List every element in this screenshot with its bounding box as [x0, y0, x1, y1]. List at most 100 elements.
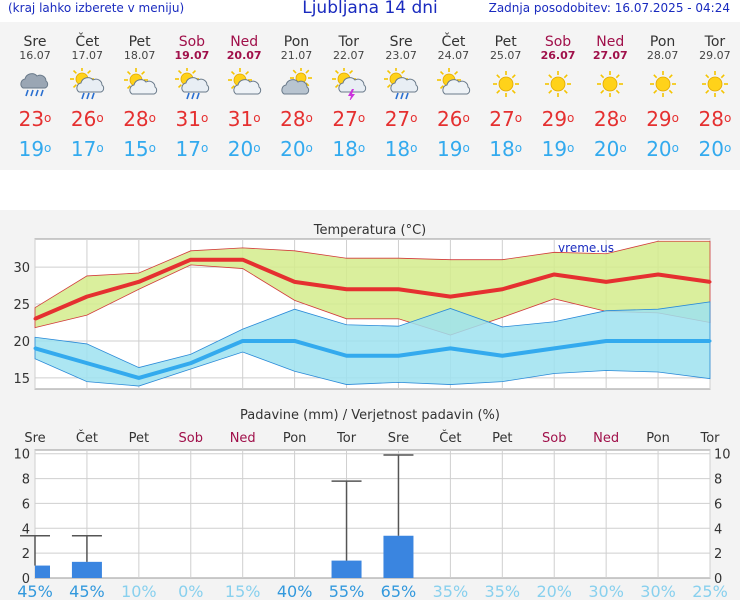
sun-icon: [649, 71, 676, 97]
precipitation-probability-label: 35%: [433, 582, 469, 600]
min-temperature-point: [604, 339, 608, 343]
x-tick-label: Čet: [439, 430, 461, 446]
degree-symbol: o: [357, 141, 366, 155]
min-temperature-point: [85, 361, 89, 365]
min-temperature-point: [137, 376, 141, 380]
x-tick-label: Sre: [24, 431, 45, 446]
day-date: 28.07: [646, 49, 679, 62]
x-tick-label: Pet: [129, 431, 149, 446]
max-temperature-value: 28: [123, 107, 149, 131]
min-temperature-line: [34, 338, 710, 380]
sun-cloud-storm-icon: [331, 68, 366, 100]
day-name: Pon: [283, 34, 310, 50]
day-date: 25.07: [489, 49, 522, 62]
min-temperature-point: [500, 354, 504, 358]
sun-icon: [597, 71, 624, 97]
max-temperature-value: 27: [332, 107, 358, 131]
degree-symbol: o: [148, 141, 156, 155]
watermark-label: vreme.us: [558, 241, 614, 255]
precipitation-probability-label: 15%: [225, 582, 261, 600]
day-column: Tor 29.07 28o 20o: [689, 22, 740, 160]
day-column: Tor 22.07 27o 18o: [323, 22, 375, 160]
day-column: Pon 21.07 28o 20o: [271, 22, 323, 160]
max-temperature-value: 23: [18, 107, 45, 131]
max-temperature-value: 31: [227, 107, 254, 131]
x-tick-label: Sob: [179, 431, 203, 446]
precipitation-bar: [71, 561, 102, 578]
day-date: 26.07: [540, 49, 576, 62]
degree-symbol: o: [567, 111, 575, 125]
y-tick-label-right: 0: [714, 572, 722, 587]
y-tick-label-left: 6: [22, 497, 30, 512]
day-date: 22.07: [333, 49, 365, 62]
precipitation-probability-label: 65%: [381, 582, 417, 600]
day-column: Pon 28.07 29o 20o: [637, 22, 689, 160]
x-tick-label: Ned: [230, 431, 256, 446]
max-temperature: 26o: [427, 108, 479, 130]
max-temperature-point: [552, 272, 556, 276]
degree-symbol: o: [723, 111, 732, 125]
max-temperature: 23o: [9, 108, 61, 130]
y-tick-label-right: 8: [714, 473, 722, 488]
precipitation-probability-label: 10%: [121, 582, 157, 600]
day-column: Pet 18.07 28o 15o: [114, 22, 166, 160]
min-temperature: 17o: [61, 138, 113, 160]
day-date: 24.07: [437, 49, 470, 62]
x-tick-label: Tor: [699, 431, 720, 446]
y-tick-label-left: 10: [13, 448, 30, 463]
min-temperature: 20o: [637, 138, 689, 160]
max-temperature: 31o: [166, 108, 218, 130]
y-tick-label: 30: [13, 261, 30, 276]
min-temperature-value: 20: [280, 137, 306, 161]
precipitation-plot-area: [34, 449, 711, 579]
degree-symbol: o: [462, 111, 470, 125]
max-temperature-line: [34, 257, 711, 321]
max-temperature-point: [604, 280, 608, 284]
max-temperature: 29o: [637, 108, 689, 130]
degree-symbol: o: [96, 141, 104, 155]
max-temperature-value: 29: [541, 107, 568, 131]
x-tick-label: Pon: [283, 431, 307, 446]
max-temperature-point: [708, 280, 712, 284]
y-tick-label-right: 4: [714, 522, 722, 537]
degree-symbol: o: [619, 111, 627, 125]
precipitation-chart-title: Padavine (mm) / Verjetnost padavin (%): [240, 408, 500, 423]
min-temperature-value: 20: [593, 137, 620, 161]
day-column: Čet 24.07 26o 19o: [427, 22, 479, 160]
degree-symbol: o: [619, 141, 627, 155]
x-tick-label: Pon: [646, 431, 670, 446]
precipitation-chart: Padavine (mm) / Verjetnost padavin (%) Sr…: [13, 408, 730, 601]
temperature-chart-title: Temperatura (°C): [313, 223, 426, 238]
y-tick-label-left: 4: [22, 522, 30, 537]
day-name: Pet: [494, 34, 517, 50]
temperature-chart: 15 20 25 30 Temperatura (°C) vreme.us: [13, 223, 712, 390]
day-date: 27.07: [592, 49, 628, 62]
min-temperature: 20o: [271, 138, 323, 160]
min-temperature: 19o: [532, 138, 584, 160]
precipitation-bar: [383, 535, 414, 578]
cloudy-sun-icon: [280, 68, 312, 95]
max-temperature: 28o: [114, 108, 166, 130]
x-tick-label: Pet: [492, 431, 512, 446]
precipitation-probability-label: 25%: [692, 582, 728, 600]
max-temperature: 28o: [271, 108, 323, 130]
min-temperature: 19o: [427, 138, 479, 160]
max-temperature: 27o: [375, 108, 427, 130]
sun-icon: [545, 71, 571, 97]
min-temperature-point: [708, 339, 712, 343]
max-temperature: 28o: [584, 108, 636, 130]
day-name: Ned: [230, 34, 259, 50]
max-temperature-value: 27: [489, 107, 515, 131]
degree-symbol: o: [305, 111, 313, 125]
x-tick-label: Sre: [388, 431, 409, 446]
min-temperature-value: 18: [384, 137, 411, 161]
degree-symbol: o: [200, 141, 209, 155]
precipitation-probability-label: 55%: [329, 582, 365, 600]
max-temperature: 29o: [532, 108, 584, 130]
max-temperature-point: [656, 272, 660, 276]
location-menu-hint[interactable]: (kraj lahko izberete v meniju): [8, 1, 185, 15]
day-date: 20.07: [226, 49, 262, 62]
degree-symbol: o: [723, 141, 732, 155]
min-temperature: 20o: [584, 138, 636, 160]
